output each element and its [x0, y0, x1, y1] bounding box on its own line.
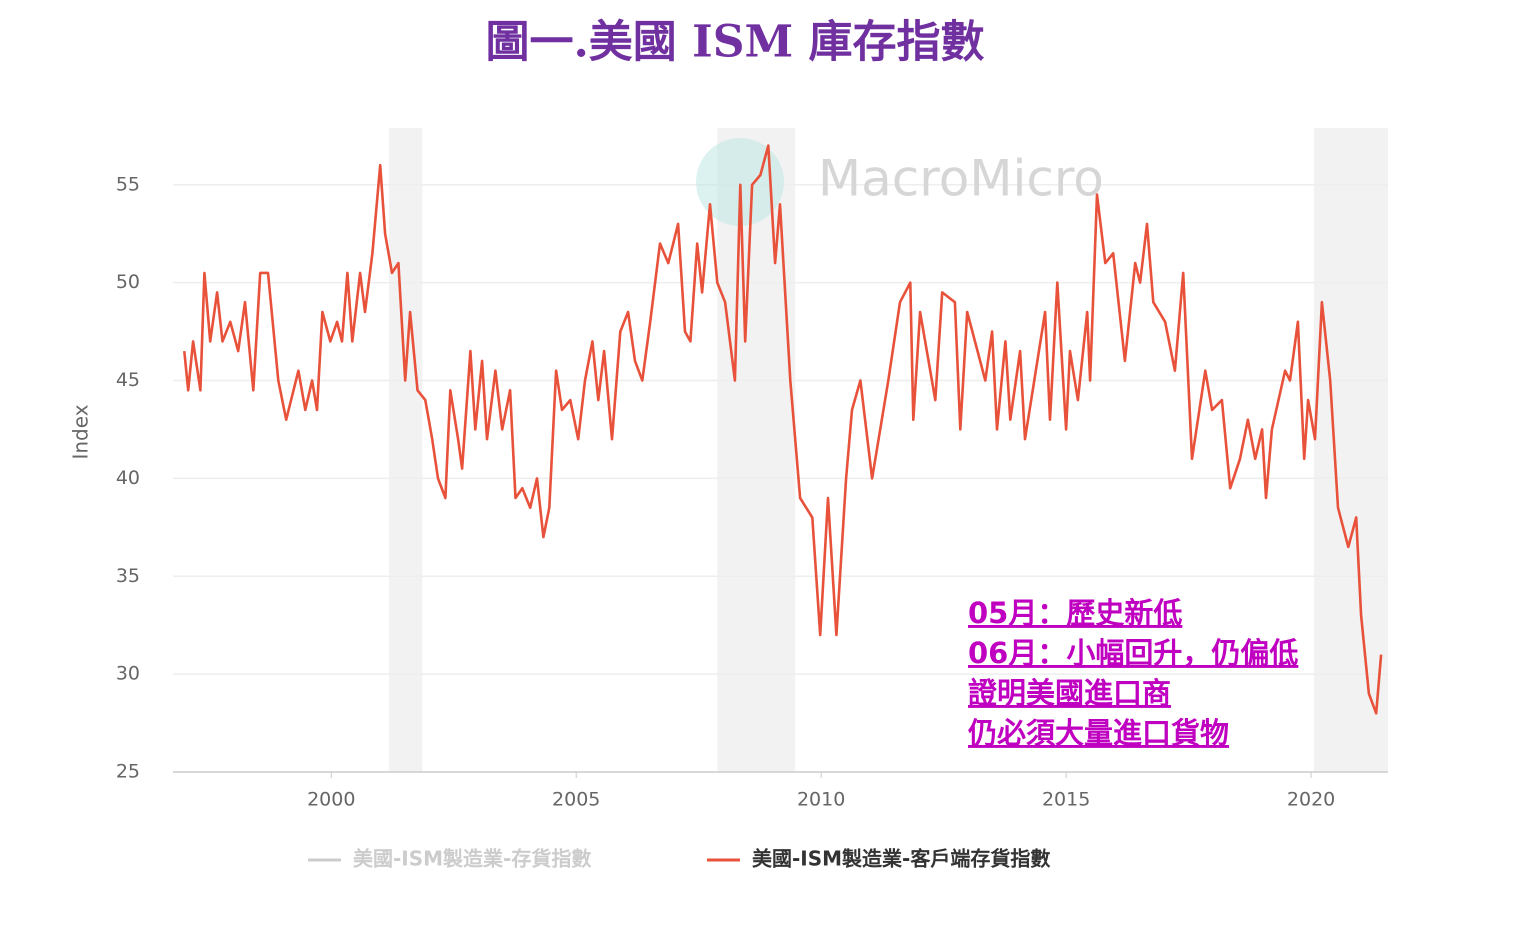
- annotation-line: 仍必須大量進口貨物: [968, 716, 1229, 750]
- watermark-logo: [696, 138, 784, 226]
- series: [183, 144, 1383, 715]
- annotation-line: 證明美國進口商: [968, 676, 1171, 710]
- y-tick-label: 45: [116, 369, 140, 391]
- x-tick-label: 2010: [797, 789, 845, 811]
- y-tick-label: 40: [116, 467, 140, 489]
- chart-title: 圖一.美國 ISM 庫存指數: [485, 17, 984, 68]
- x-tick-label: 2020: [1287, 789, 1335, 811]
- y-axis-label: Index: [69, 404, 93, 459]
- x-tick-label: 2005: [552, 789, 600, 811]
- legend: 美國-ISM製造業-存貨指數 美國-ISM製造業-客戶端存貨指數: [308, 847, 1050, 871]
- y-tick-label: 50: [116, 271, 140, 293]
- watermark-text: MacroMicro: [818, 150, 1104, 208]
- shaded-band: [389, 128, 423, 772]
- y-tick-label: 25: [116, 761, 140, 783]
- annotation-line: 06月：小幅回升，仍偏低: [968, 636, 1298, 670]
- legend-label[interactable]: 美國-ISM製造業-存貨指數: [353, 847, 591, 871]
- shaded-band: [1314, 128, 1388, 772]
- watermark: MacroMicro: [696, 138, 1104, 226]
- y-tick-label: 30: [116, 663, 140, 685]
- shaded-band: [717, 128, 796, 772]
- line-series: [183, 144, 1383, 715]
- legend-label[interactable]: 美國-ISM製造業-客戶端存貨指數: [752, 847, 1050, 871]
- x-tick-label: 2015: [1042, 789, 1090, 811]
- y-tick-label: 55: [116, 173, 140, 195]
- annotation-line: 05月：歷史新低: [968, 596, 1182, 630]
- y-tick-label: 35: [116, 565, 140, 587]
- x-tick-label: 2000: [307, 789, 355, 811]
- shaded-bands: [389, 128, 1388, 772]
